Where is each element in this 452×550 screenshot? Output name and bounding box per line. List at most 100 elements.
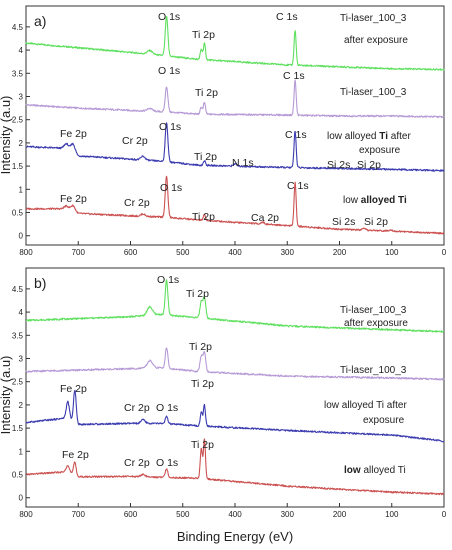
panel-a: a) 800 700 600 500 400 300 200 100 0 0 0.5 1 1.5 2 2.5… [12,5,447,257]
x-tick-label: 400 [228,248,242,257]
peak-label-c1s: C 1s [287,180,309,192]
y-tick-label: 2.5 [12,378,24,387]
x-tick-label: 800 [19,248,33,257]
peak-label-si2p: Si 2p [364,216,388,228]
panel-b-annotations: O 1s Ti 2p Ti-laser_100_3 after exposure… [60,274,408,476]
peak-label-cr2p: Cr 2p [124,402,150,414]
y-tick-label: 0.5 [12,209,24,218]
series-line [25,279,445,333]
peak-label-cr2p: Cr 2p [122,135,148,147]
peak-label-ti2p: Ti 2p [189,341,212,353]
peak-label-o1s: O 1s [158,65,180,77]
x-axis-title: Binding Energy (eV) [177,529,293,544]
x-tick-label: 0 [442,510,447,519]
peak-label-ti2p: Ti 2p [192,29,215,41]
x-tick-label: 400 [228,510,242,519]
x-tick-label: 100 [385,510,399,519]
series-label-line: Ti-laser_100_3 [340,365,407,376]
y-tick-label: 0 [19,232,24,241]
peak-label-o1s: O 1s [159,121,181,133]
x-tick-label: 700 [72,510,86,519]
peak-label-ti2p: Ti 2p [195,87,218,99]
panel-b-ticks: 800 700 600 500 400 300 200 100 0 0 0.5 1 1.5 2 2.5 3 3.… [12,285,447,519]
x-tick-label: 600 [124,248,138,257]
x-tick-label: 300 [281,248,295,257]
y-tick-label: 4 [19,46,24,55]
y-tick-label: 4 [19,308,24,317]
peak-label-ti2p: Ti 2p [191,439,214,451]
x-tick-label: 600 [124,510,138,519]
y-axis-title: Intensity (a.u) [0,96,13,175]
peak-label-ti2p: Ti 2p [191,378,214,390]
panel-b-series [25,279,445,496]
y-tick-label: 2.5 [12,116,24,125]
x-tick-label: 500 [176,248,190,257]
y-axis-title: Intensity (a.u) [0,356,13,435]
panel-a-annotations: O 1s Ti 2p C 1s Ti-laser_100_3 after exp… [60,11,411,228]
peak-label-ti2p: Ti 2p [186,288,209,300]
peak-label-fe2p: Fe 2p [60,128,87,140]
y-tick-label: 3.5 [12,69,24,78]
peak-label-fe2p: Fe 2p [60,193,87,205]
peak-label-ca2p: Ca 2p [251,212,279,224]
panel-a-series [25,16,445,235]
series-line [25,389,445,443]
peak-label-ti2p: Ti 2p [194,151,217,163]
series-line [25,347,445,381]
series-label-line: Ti-laser_100_3 [340,13,407,24]
panel-a-label: a) [34,13,46,29]
series-label-line: low alloyed Ti after [327,131,411,142]
series-line [25,122,445,172]
y-tick-label: 4.5 [12,285,24,294]
x-tick-label: 500 [176,510,190,519]
peak-label-si2s: Si 2s [327,159,350,171]
y-tick-label: 3.5 [12,331,24,340]
peak-label-o1s: O 1s [156,457,178,469]
y-tick-label: 1.5 [12,424,24,433]
peak-label-c1s: C 1s [283,70,305,82]
peak-label-o1s: O 1s [156,402,178,414]
series-label-line: low alloyed Ti [344,465,406,476]
x-tick-label: 200 [333,248,347,257]
peak-label-o1s: O 1s [158,11,180,23]
peak-label-fe2p: Fe 2p [62,449,89,461]
y-tick-label: 1 [19,185,24,194]
series-label-line: Ti-laser_100_3 [340,305,407,316]
peak-label-si2s: Si 2s [332,216,355,228]
series-line [25,16,445,71]
x-tick-label: 300 [281,510,295,519]
panel-b: b) 800 700 600 500 400 300 200 100 0 0 0.5 1 1.5 2 2.5… [12,267,447,519]
y-tick-label: 0 [19,494,24,503]
panel-a-ticks: 800 700 600 500 400 300 200 100 0 0 0.5 1 1.5 2 2.5 3 3.… [12,23,447,257]
y-tick-label: 1.5 [12,162,24,171]
series-label-line: Ti-laser_100_3 [340,87,407,98]
peak-label-o1s: O 1s [157,274,179,286]
x-tick-label: 200 [333,510,347,519]
x-tick-label: 800 [19,510,33,519]
x-tick-label: 100 [385,248,399,257]
y-tick-label: 2 [19,401,24,410]
y-tick-label: 0.5 [12,471,24,480]
series-label-line: low alloyed Ti [343,195,407,206]
y-tick-label: 3 [19,92,24,101]
series-label-line: exposure [359,145,401,156]
y-tick-label: 3 [19,354,24,363]
series-label-line: low alloyed Ti after [324,400,407,411]
series-line [25,438,445,496]
peak-label-cr2p: Cr 2p [124,457,150,469]
y-tick-label: 4.5 [12,23,24,32]
series-line [25,175,445,235]
peak-label-si2p: Si 2p [357,159,381,171]
peak-label-n1s: N 1s [232,157,254,169]
peak-label-fe2p: Fe 2p [60,383,87,395]
series-label-line: exposure [363,415,405,426]
series-line [25,79,445,119]
peak-label-cr2p: Cr 2p [124,197,150,209]
series-label-line: after exposure [344,318,408,329]
peak-label-o1s: O 1s [160,182,182,194]
panel-b-label: b) [34,275,46,291]
x-tick-label: 0 [442,248,447,257]
y-tick-label: 1 [19,447,24,456]
peak-label-c1s: C 1s [285,129,307,141]
